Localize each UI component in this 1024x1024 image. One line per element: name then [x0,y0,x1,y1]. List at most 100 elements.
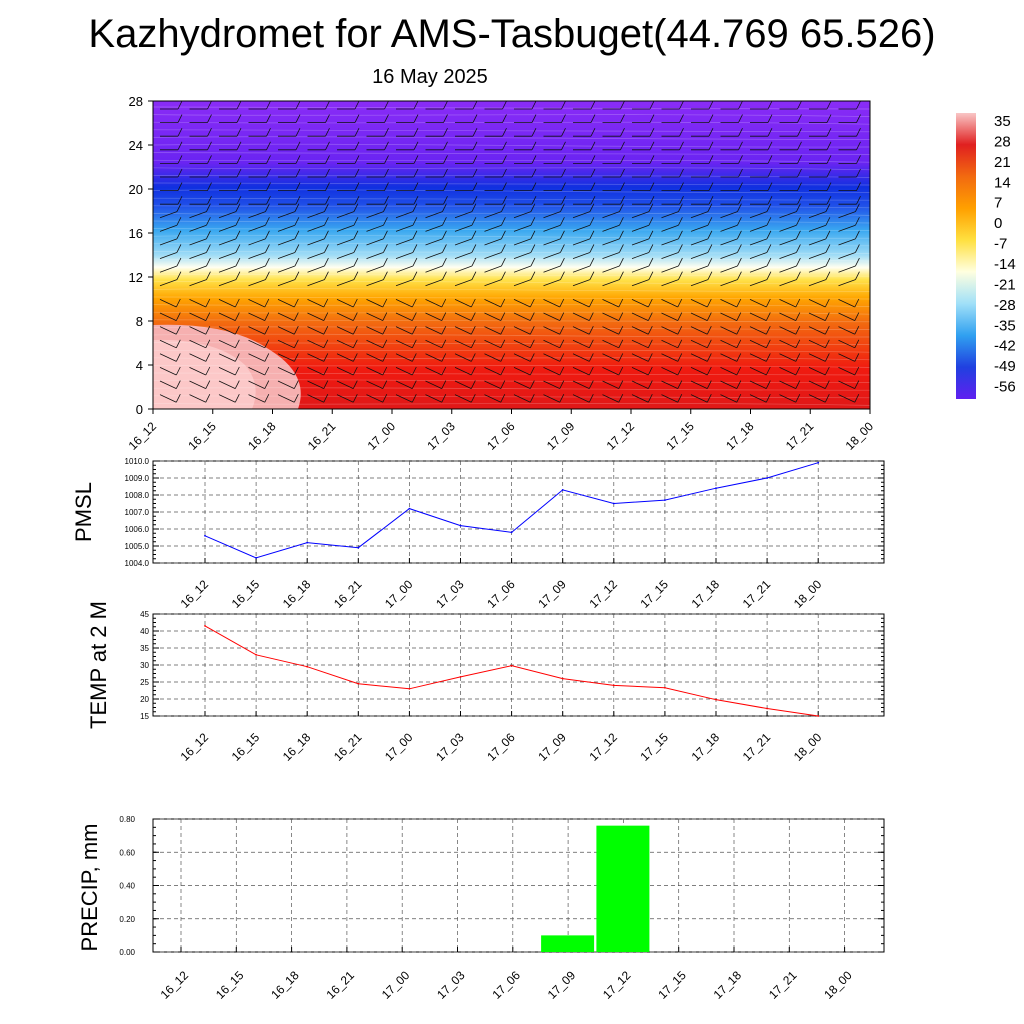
wind-barb [159,380,177,389]
wind-barb [720,238,738,246]
wind-barb-flag [472,155,478,164]
wind-barb [395,353,413,362]
wind-barb [189,312,206,321]
wind-barb [602,353,619,362]
wind-barb [661,211,679,219]
wind-barb-flag [470,312,476,321]
wind-barb-flag [854,312,860,321]
wind-barb-flag [618,394,624,403]
wind-barb-flag [264,394,270,403]
x-tick-label: 17_18 [711,968,745,1002]
wind-barb-flag [382,326,388,335]
wind-barb-flag [205,326,211,335]
wind-barb [572,299,590,308]
wind-barb-flag [854,366,860,376]
x-tick-label: 17_21 [740,577,774,611]
wind-barb [838,224,856,232]
wind-barb-flag [236,128,242,137]
wind-barb [425,252,443,259]
wind-barb [749,279,768,287]
y-tick-label: 0.40 [119,882,135,891]
wind-barb-flag [471,230,477,240]
wind-barb-flag [177,182,183,191]
wind-barb [307,211,325,219]
wind-barb [749,252,768,259]
wind-barb [720,279,738,287]
wind-barb-flag [177,155,183,164]
wind-barb-flag [235,257,241,267]
wind-barb-flag [561,182,566,191]
wind-barb-flag [560,257,565,267]
wind-barb-flag [443,155,448,164]
wind-barb [336,238,355,246]
heatmap-y-tick-label: 20 [129,182,143,197]
wind-barb-flag [293,353,299,362]
wind-barb [749,224,768,232]
wind-barb-flag [767,155,773,164]
heatmap-contour [152,288,871,292]
wind-barb-flag [325,196,330,205]
wind-barb [218,211,237,219]
wind-barb-flag [352,366,358,376]
wind-barb [749,211,768,219]
heatmap-contour [152,403,871,406]
wind-barb-flag [738,141,743,150]
wind-barb [690,353,708,362]
heatmap-contour [152,266,871,269]
wind-barb-flag [325,128,330,137]
wind-barb [690,279,709,287]
data-point [715,487,717,490]
heatmap-x-tick-label: 16_12 [126,419,160,453]
wind-barb-flag [559,326,565,335]
data-point [357,682,360,685]
wind-barb [218,224,237,232]
wind-barb-flag [708,141,714,150]
heatmap-contour [152,365,871,368]
wind-barb-flag [501,244,506,253]
wind-barb [572,238,591,246]
wind-barb-flag [205,339,211,348]
wind-barb-flag [472,168,478,178]
wind-barb-flag [738,128,743,137]
wind-barb [189,265,207,273]
wind-barb [425,265,443,273]
wind-barb-flag [177,196,183,205]
wind-barb [720,265,738,273]
wind-barb [572,339,590,349]
wind-barb-flag [206,230,211,240]
x-tick-label: 17_06 [489,968,523,1002]
wind-barb-flag [648,230,654,240]
wind-barb [749,299,767,308]
wind-barb [838,367,855,376]
wind-barb [808,279,827,287]
wind-barb-flag [856,182,861,191]
wind-barb-flag [678,244,683,253]
wind-barb [277,394,295,403]
x-tick-label: 17_12 [600,968,634,1002]
wind-barb [484,238,502,246]
wind-barb-flag [826,168,832,178]
wind-barb-flag [855,230,860,240]
heatmap-y-tick-label: 12 [129,270,143,285]
wind-barb-flag [531,182,537,191]
wind-barb [425,312,442,321]
wind-barb [159,265,178,273]
wind-barb [248,312,265,321]
wind-barb-flag [502,141,507,150]
wind-barb [277,299,295,308]
wind-barb-flag [737,203,742,212]
wind-barb [454,394,472,403]
wind-barb [543,265,561,273]
wind-barb-flag [856,141,861,150]
wind-barb-flag [854,380,860,389]
wind-barb-flag [736,326,742,335]
wind-barb-flag [472,182,478,191]
wind-barb-flag [826,114,832,123]
wind-barb-flag [530,244,536,253]
precip-bar [541,935,595,952]
wind-barb-flag [824,326,830,335]
wind-barb [513,299,531,308]
wind-barb-flag [324,244,329,253]
wind-barb-flag [797,196,802,205]
wind-barb [661,279,679,287]
